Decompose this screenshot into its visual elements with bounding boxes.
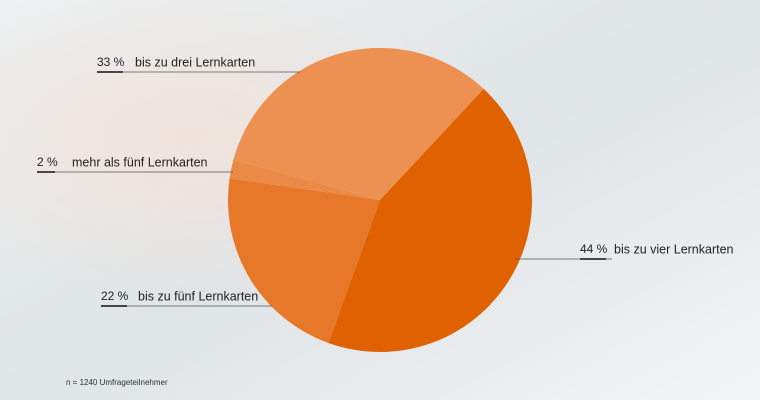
value-label: 33 % <box>97 55 125 69</box>
category-label: bis zu vier Lernkarten <box>614 242 734 256</box>
value-label: 2 % <box>37 155 58 169</box>
footnote: n = 1240 Umfrageteilnehmer <box>66 378 168 387</box>
category-label: bis zu fünf Lernkarten <box>138 289 258 303</box>
category-label: bis zu drei Lernkarten <box>135 55 255 69</box>
pie-slice <box>328 88 533 353</box>
value-label: 44 % <box>580 242 608 256</box>
category-label: mehr als fünf Lernkarten <box>72 155 208 169</box>
value-label: 22 % <box>101 289 129 303</box>
pie-slice <box>233 47 484 201</box>
pie-slice <box>229 159 380 200</box>
pie-slice <box>228 178 380 343</box>
